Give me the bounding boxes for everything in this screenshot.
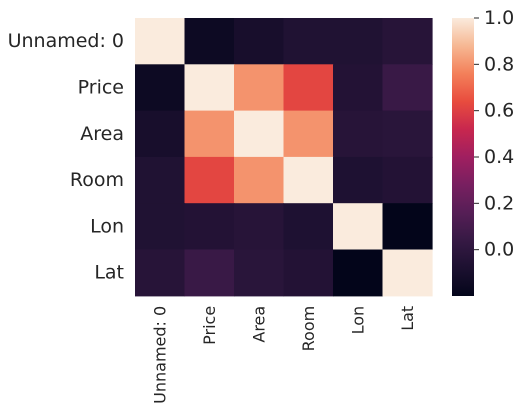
heatmap-cell-room-room [283, 156, 334, 204]
colorbar-tick-label: 0.6 [484, 100, 514, 122]
heatmap-cell-room-lon [333, 156, 384, 204]
heatmap-cell-unnamed-0-lat [382, 18, 433, 65]
colorbar-ticks: 0.0 0.2 0.4 0.6 0.8 1.0 [474, 7, 514, 261]
heatmap-cell-area-lon [333, 110, 384, 158]
heatmap-cell-lon-room [283, 203, 334, 251]
heatmap-cell-unnamed-0-room [283, 18, 334, 65]
row-label-lon: Lon [90, 215, 124, 237]
heatmap-cell-lat-lat [382, 249, 433, 297]
heatmap-cell-unnamed-0-area [234, 18, 285, 65]
heatmap-cell-lat-unnamed-0 [135, 249, 186, 297]
heatmap-cell-price-room [283, 64, 334, 112]
heatmap-cell-price-price [184, 64, 235, 112]
heatmap-cell-price-unnamed-0 [135, 64, 186, 112]
row-label-unnamed-0: Unnamed: 0 [8, 30, 124, 52]
heatmap-cell-price-lon [333, 64, 384, 112]
column-label-lon: Lon [348, 306, 367, 335]
heatmap-cell-room-price [184, 156, 235, 204]
heatmap-cell-unnamed-0-unnamed-0 [135, 18, 186, 65]
heatmap-cell-price-lat [382, 64, 433, 112]
heatmap-cell-lon-area [234, 203, 285, 251]
heatmap-cell-unnamed-0-price [184, 18, 235, 65]
heatmap-cell-lon-price [184, 203, 235, 251]
column-label-lat: Lat [398, 306, 417, 331]
heatmap-cell-room-unnamed-0 [135, 156, 186, 204]
column-tick-labels: Unnamed: 0 Price Area Room Lon Lat [150, 306, 417, 404]
heatmap-cells [135, 18, 433, 297]
column-label-room: Room [299, 306, 318, 352]
heatmap-cell-lon-lon [333, 203, 384, 251]
heatmap-cell-area-area [234, 110, 285, 158]
colorbar-tick-label: 1.0 [484, 7, 514, 29]
colorbar [452, 18, 474, 296]
heatmap-cell-room-area [234, 156, 285, 204]
column-label-price: Price [200, 306, 219, 345]
colorbar-tick-label: 0.4 [484, 146, 514, 168]
heatmap-cell-lon-lat [382, 203, 433, 251]
heatmap-cell-area-unnamed-0 [135, 110, 186, 158]
row-label-lat: Lat [94, 262, 124, 284]
heatmap-cell-lon-unnamed-0 [135, 203, 186, 251]
colorbar-tick-label: 0.8 [484, 53, 514, 75]
heatmap-cell-lat-area [234, 249, 285, 297]
heatmap-cell-unnamed-0-lon [333, 18, 384, 65]
row-tick-labels: Unnamed: 0 Price Area Room Lon Lat [8, 30, 124, 284]
heatmap-cell-room-lat [382, 156, 433, 204]
heatmap-cell-area-price [184, 110, 235, 158]
heatmap-cell-price-area [234, 64, 285, 112]
heatmap-cell-lat-lon [333, 249, 384, 297]
heatmap-cell-area-room [283, 110, 334, 158]
colorbar-tick-label: 0.0 [484, 239, 514, 261]
column-label-area: Area [249, 306, 268, 343]
heatmap-cell-lat-room [283, 249, 334, 297]
colorbar-tick-label: 0.2 [484, 192, 514, 214]
row-label-area: Area [80, 123, 124, 145]
heatmap-cell-lat-price [184, 249, 235, 297]
column-label-unnamed-0: Unnamed: 0 [150, 306, 169, 404]
row-label-room: Room [70, 169, 124, 191]
row-label-price: Price [78, 76, 124, 98]
heatmap-cell-area-lat [382, 110, 433, 158]
